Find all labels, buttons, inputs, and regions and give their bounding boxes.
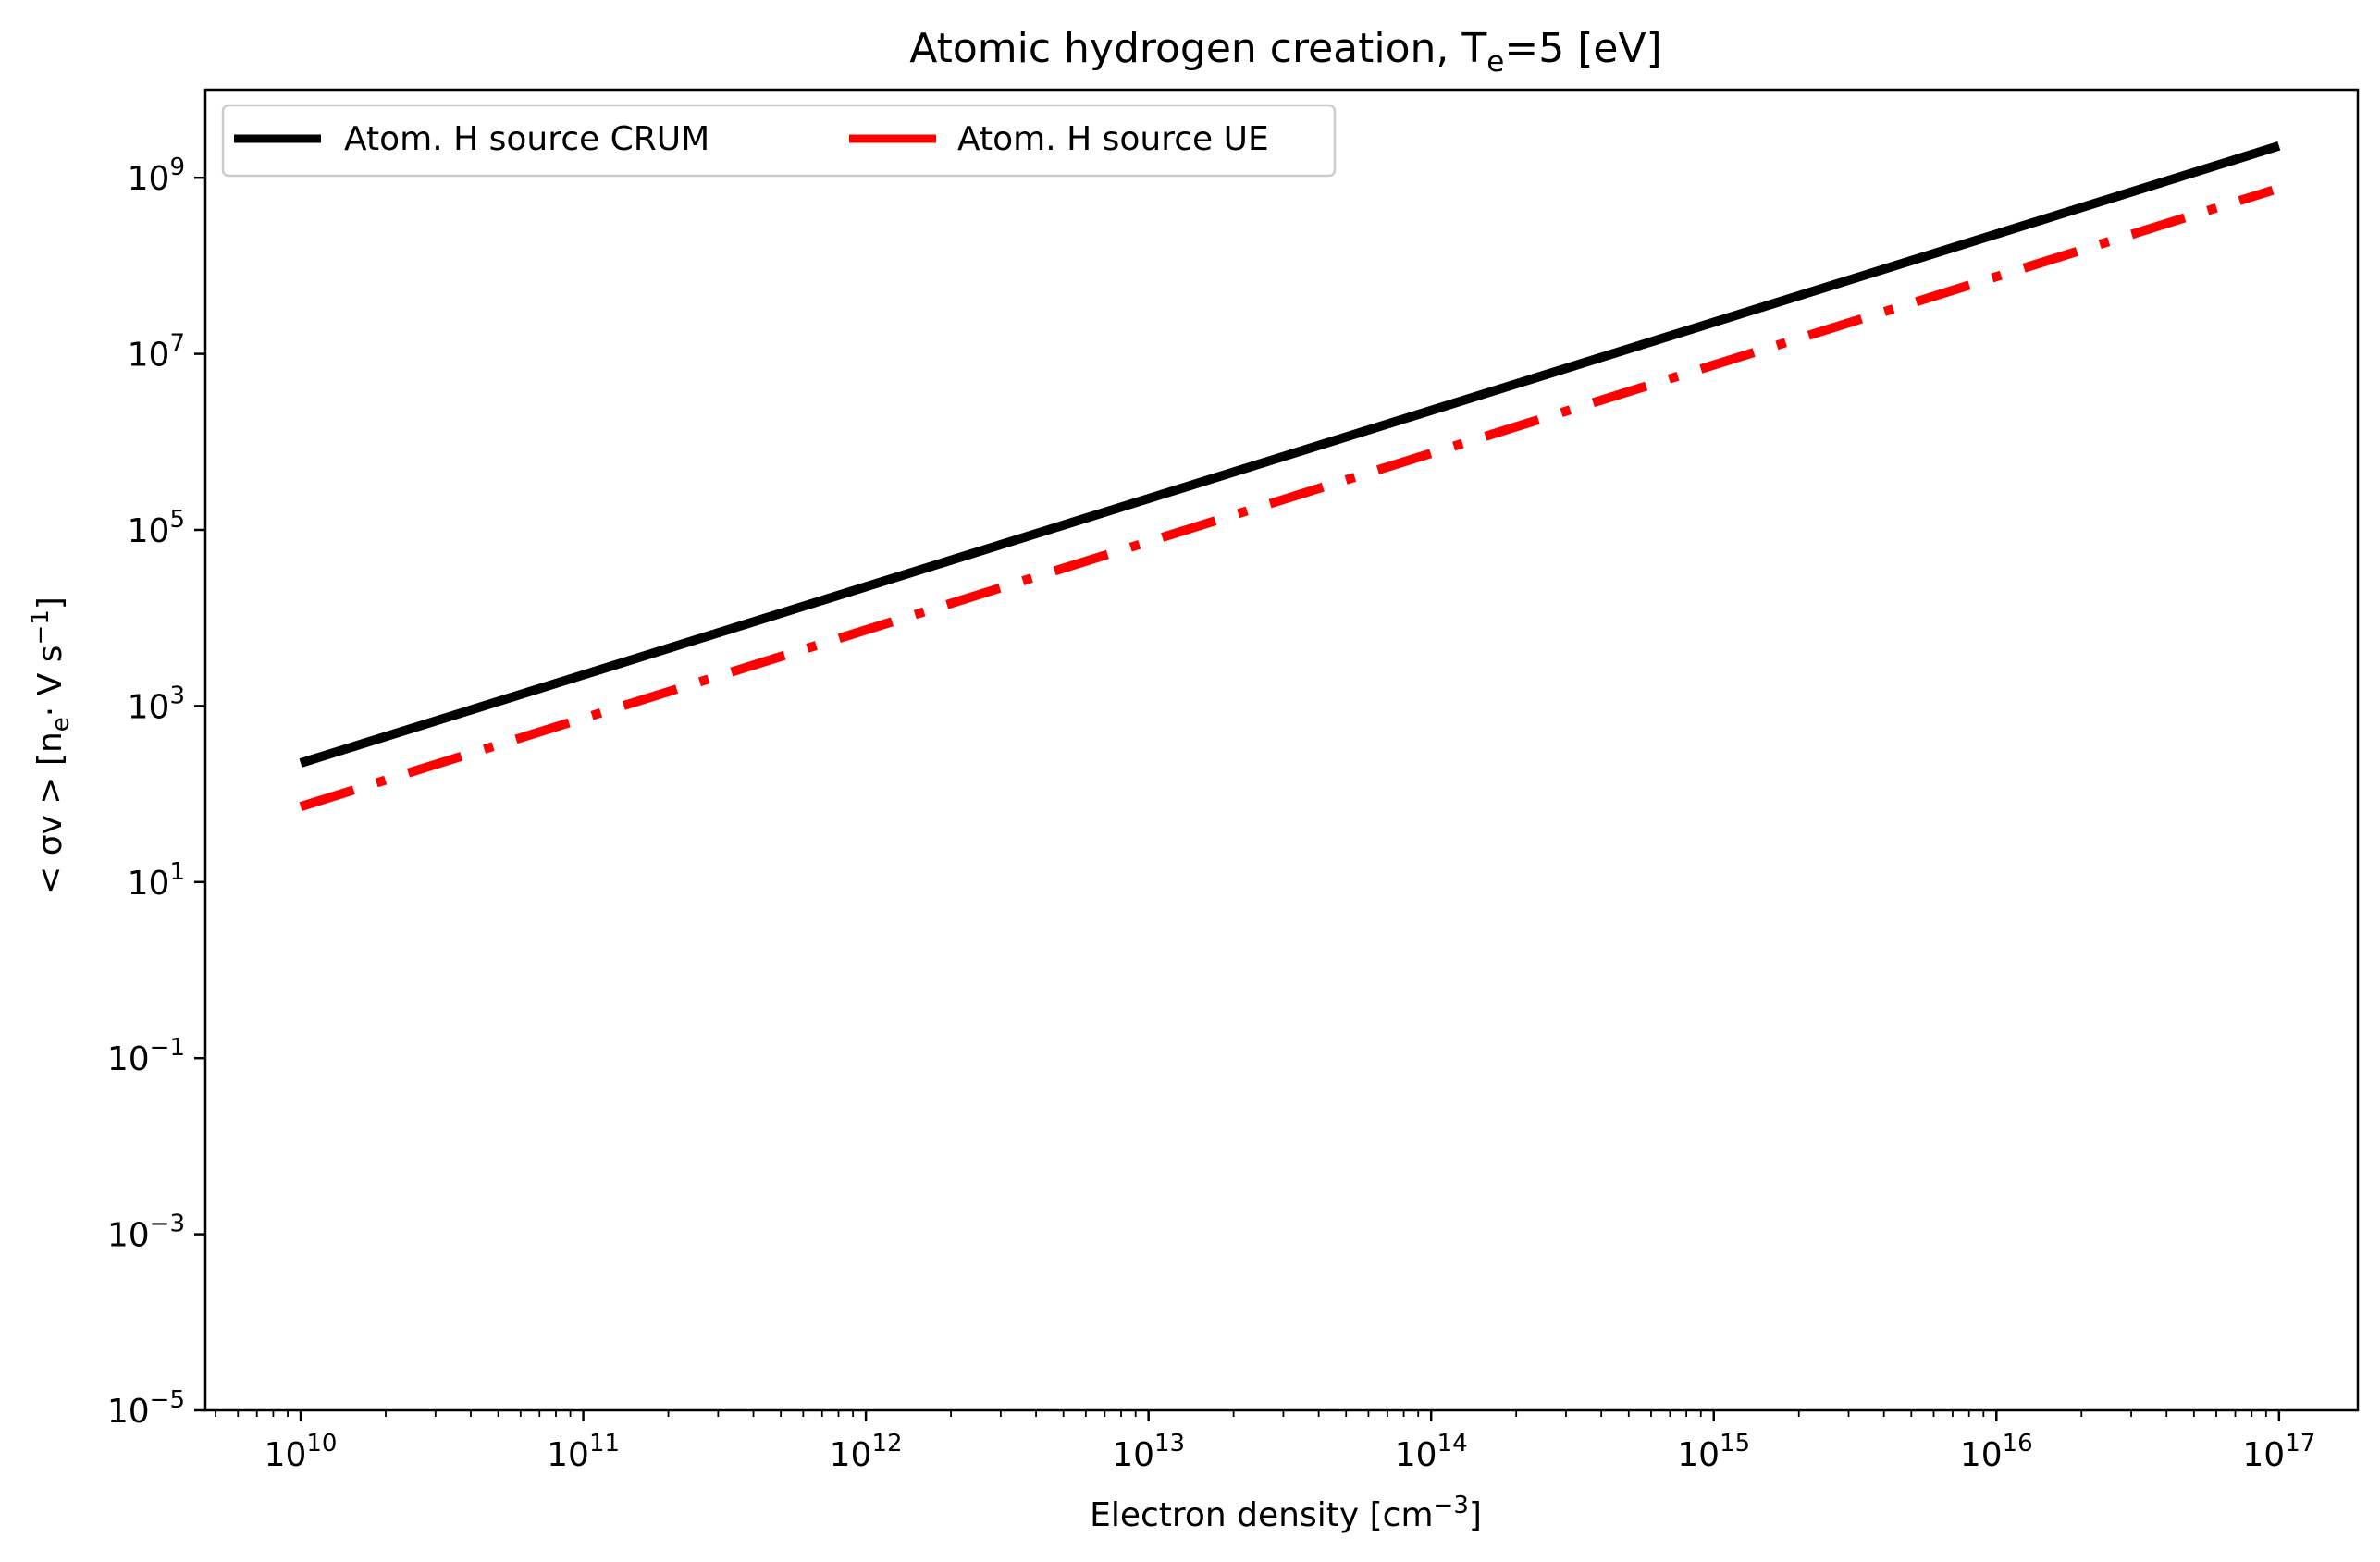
y-tick-label: 105 bbox=[128, 506, 185, 550]
y-tick-label: 107 bbox=[128, 330, 185, 375]
y-tick-label: 109 bbox=[128, 154, 185, 198]
y-tick-label: 10−3 bbox=[107, 1211, 185, 1255]
x-tick-label: 1015 bbox=[1677, 1430, 1750, 1474]
x-tick-label: 1011 bbox=[547, 1430, 620, 1474]
series-line-1 bbox=[299, 186, 2275, 811]
x-axis-ticks: 1010 1011 1012 1013 1014 1015 1016 1017 bbox=[215, 1410, 2315, 1474]
series-line-0 bbox=[299, 141, 2281, 768]
x-tick-label: 1017 bbox=[2242, 1430, 2315, 1474]
chart-title: Atomic hydrogen creation, Te=5 [eV] bbox=[909, 25, 1661, 79]
x-axis-label: Electron density [cm−3] bbox=[1090, 1492, 1482, 1534]
y-axis-ticks: 10−5 10−3 10−1 101 103 105 107 109 bbox=[107, 154, 205, 1431]
series-layer bbox=[299, 141, 2281, 811]
y-axis-label: < σv > [ne· V s−1] bbox=[27, 597, 75, 894]
plot-area bbox=[203, 88, 2360, 1412]
y-tick-label: 10−5 bbox=[107, 1386, 185, 1431]
y-tick-label: 10−1 bbox=[107, 1034, 185, 1078]
x-tick-label: 1010 bbox=[265, 1430, 338, 1474]
legend-label-crum: Atom. H source CRUM bbox=[344, 120, 709, 158]
x-tick-label: 1012 bbox=[830, 1430, 903, 1474]
x-tick-label: 1013 bbox=[1112, 1430, 1185, 1474]
legend-label-ue: Atom. H source UE bbox=[957, 120, 1269, 158]
axes-frame bbox=[203, 88, 2360, 1412]
y-tick-label: 101 bbox=[128, 858, 185, 903]
x-tick-label: 1014 bbox=[1395, 1430, 1468, 1474]
y-tick-label: 103 bbox=[128, 682, 185, 726]
legend: Atom. H source CRUM Atom. H source UE bbox=[221, 104, 1337, 178]
x-tick-label: 1016 bbox=[1960, 1430, 2033, 1474]
legend-box bbox=[221, 104, 1337, 178]
